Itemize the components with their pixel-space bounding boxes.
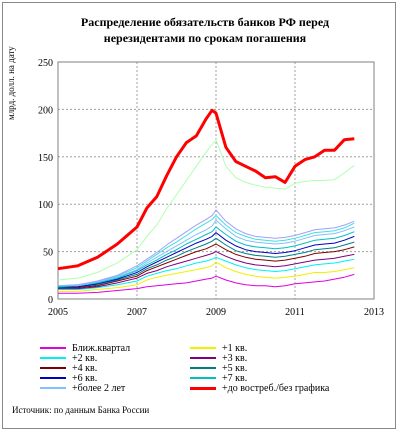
x-tick-label: 2009 [206, 307, 226, 318]
legend-label: +4 кв. [72, 362, 98, 374]
legend-label: +5 кв. [222, 362, 248, 374]
chart-title: Распределение обязательств банков РФ пер… [80, 15, 330, 45]
y-tick-label: 50 [43, 248, 53, 259]
series-line [58, 273, 355, 294]
series-line [58, 219, 355, 287]
x-tick-label: 2013 [364, 307, 384, 318]
legend-item: +более 2 лет [40, 382, 125, 394]
legend-item: +6 кв. [40, 372, 97, 384]
legend-swatch [40, 367, 66, 369]
legend-label: +7 кв. [222, 372, 248, 384]
legend-swatch [40, 357, 66, 359]
legend-swatch [190, 377, 216, 379]
y-tick-label: 100 [38, 200, 53, 211]
legend-label: +6 кв. [72, 372, 98, 384]
series-line-unlabeled [57, 138, 355, 281]
y-tick-label: 150 [38, 153, 53, 164]
series-line-unlabeled [57, 214, 355, 287]
legend-item: +1 кв. [190, 342, 247, 354]
x-tick-label: 2011 [285, 307, 305, 318]
legend-swatch [190, 357, 216, 359]
series-line-unlabeled [57, 209, 355, 287]
legend-label: +1 кв. [222, 342, 248, 354]
series-line [57, 108, 355, 271]
y-tick-label: 250 [38, 58, 53, 69]
series-line [58, 243, 355, 289]
legend-item: +до востреб./без графика [190, 382, 329, 394]
legend-label: +до востреб./без графика [222, 382, 330, 394]
legend-swatch [190, 386, 216, 390]
y-tick-label: 0 [48, 295, 53, 306]
legend-swatch [40, 387, 66, 389]
legend-item: +3 кв. [190, 352, 247, 364]
series-line [58, 232, 355, 288]
x-tick-label: 2005 [48, 307, 68, 318]
series-line [58, 251, 355, 290]
y-tick-label: 200 [38, 105, 53, 116]
legend-swatch [40, 377, 66, 379]
legend-item: +5 кв. [190, 362, 247, 374]
legend-swatch [40, 347, 66, 349]
series-line [58, 256, 355, 290]
series-line [57, 226, 355, 288]
legend-label: +2 кв. [72, 352, 98, 364]
source-note: Источник: по данным Банка России [12, 405, 150, 415]
legend-item: +2 кв. [40, 352, 97, 364]
legend-label: Ближ.квартал [72, 342, 131, 354]
series-line [57, 237, 355, 289]
legend-swatch [190, 367, 216, 369]
plot-border [57, 61, 375, 300]
legend-label: +более 2 лет [72, 382, 126, 394]
legend-item: +7 кв. [190, 372, 247, 384]
legend-swatch [190, 347, 216, 349]
legend-item: +4 кв. [40, 362, 97, 374]
x-tick-label: 2007 [127, 307, 147, 318]
legend-label: +3 кв. [222, 352, 248, 364]
legend-item: Ближ.квартал [40, 342, 130, 354]
series-line [58, 261, 355, 292]
